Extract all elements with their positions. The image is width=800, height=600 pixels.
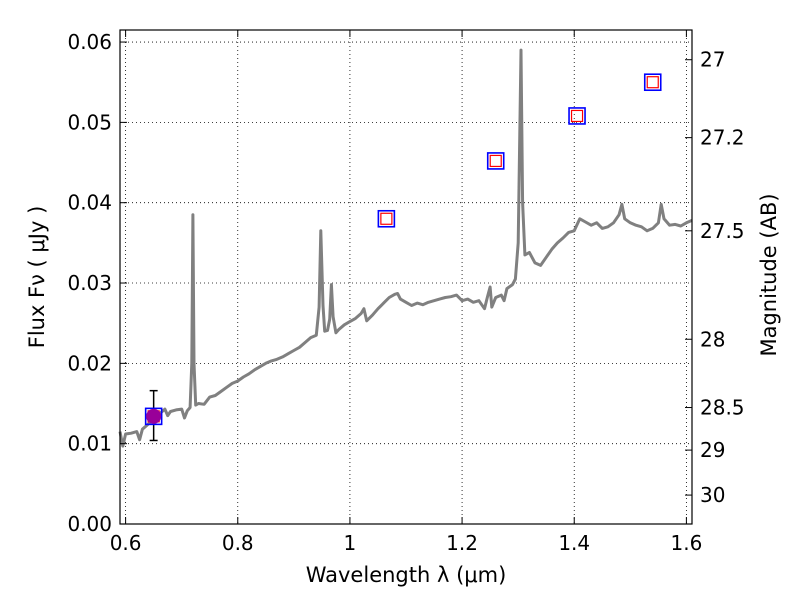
axes: 0.6 0.8 1 1.2 1.4 1.6 0.00 0.01 0.02 0.03 0.04 0.05… (67, 29, 745, 555)
x-axis-label: Wavelength λ (μm) (306, 563, 507, 587)
grid (120, 30, 692, 525)
spectrum-series (118, 48, 693, 448)
photometry-point-inner (380, 212, 393, 225)
y-axis-label: Flux Fν ( μJy ) (25, 206, 49, 349)
photometry-markers (144, 73, 662, 442)
axis-labels: Wavelength λ (μm) Flux Fν ( μJy ) Magnit… (25, 193, 781, 587)
y2-tick-label: 30 (700, 483, 725, 507)
x-tick-label: 1.6 (670, 531, 702, 555)
y2-tick-label: 27 (700, 48, 725, 72)
y-tick-label: 0.03 (67, 271, 112, 295)
photometry-point-outer (643, 73, 662, 92)
photometry-point-outer (568, 107, 586, 125)
y2-axis-label: Magnitude (AB) (757, 193, 781, 356)
y-tick-label: 0.02 (67, 351, 112, 375)
y2-tick-label: 29 (700, 438, 725, 462)
y-tick-label: 0.04 (67, 191, 112, 215)
x-tick-label: 1 (344, 531, 357, 555)
x-tick-label: 0.8 (222, 531, 254, 555)
photometry-point-outer (486, 152, 505, 170)
x-tick-label: 0.6 (110, 531, 142, 555)
y2-tick-label: 27.2 (700, 126, 745, 150)
photometry-point-outer (144, 407, 163, 426)
plot-frame (119, 29, 693, 525)
y2-tick-label: 28 (700, 327, 725, 351)
x-tick-label: 1.4 (558, 531, 590, 555)
spectrum-line (118, 48, 693, 448)
photometry-point-inner (489, 154, 502, 168)
y-tick-label: 0.05 (67, 110, 112, 134)
photometry-point-inner (570, 109, 584, 123)
y-tick-label: 0.01 (67, 432, 112, 456)
photometry-point-inner (646, 76, 659, 89)
x-tick-label: 1.2 (446, 531, 478, 555)
y2-tick-label: 27.5 (700, 219, 745, 243)
measurement-point (146, 408, 162, 424)
y-tick-label: 0.06 (67, 30, 112, 54)
y2-tick-label: 28.5 (700, 396, 745, 420)
photometry-point-outer (377, 209, 396, 228)
y-tick-label: 0.00 (67, 512, 112, 536)
